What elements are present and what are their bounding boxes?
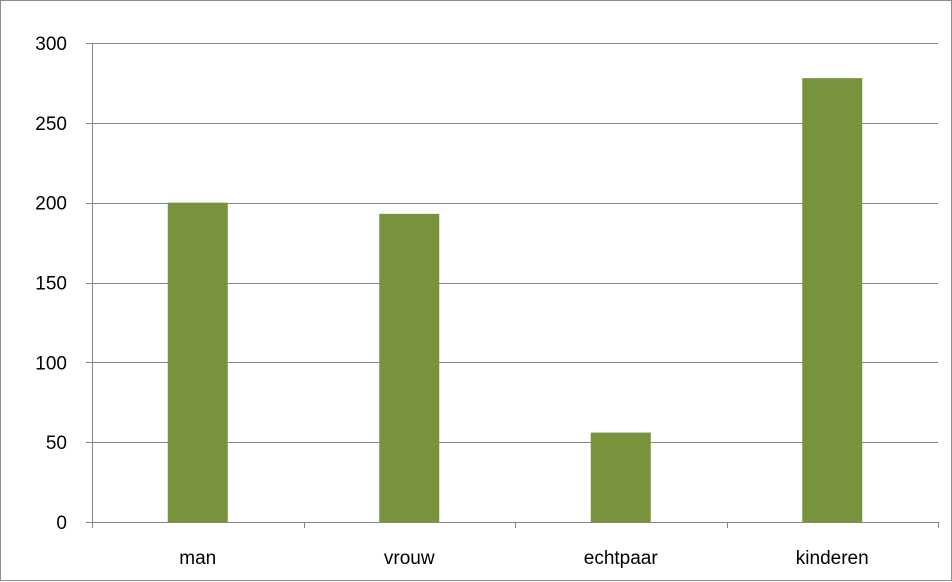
bars (167, 78, 863, 523)
gridlines (92, 43, 938, 443)
x-tick-label: kinderen (796, 548, 869, 569)
y-tick-label: 0 (56, 513, 67, 534)
y-tick-label: 150 (35, 274, 67, 295)
axes (86, 43, 939, 528)
y-tick-label: 100 (35, 353, 67, 374)
y-tick-label: 200 (35, 194, 67, 215)
x-tick-label: man (179, 548, 216, 569)
y-tick-label: 50 (46, 433, 67, 454)
y-tick-label: 300 (35, 34, 67, 55)
tick-labels: 0 50 100 150 200 250 300 man vrouw echtpaar kinder… (35, 34, 868, 569)
x-tick-label: vrouw (384, 548, 435, 569)
x-tick-label: echtpaar (584, 548, 659, 569)
bar-vrouw (379, 213, 440, 523)
bar-echtpaar (590, 432, 651, 522)
bar-man (167, 202, 228, 522)
y-tick-label: 250 (35, 114, 67, 135)
bar-kinderen (802, 78, 863, 523)
